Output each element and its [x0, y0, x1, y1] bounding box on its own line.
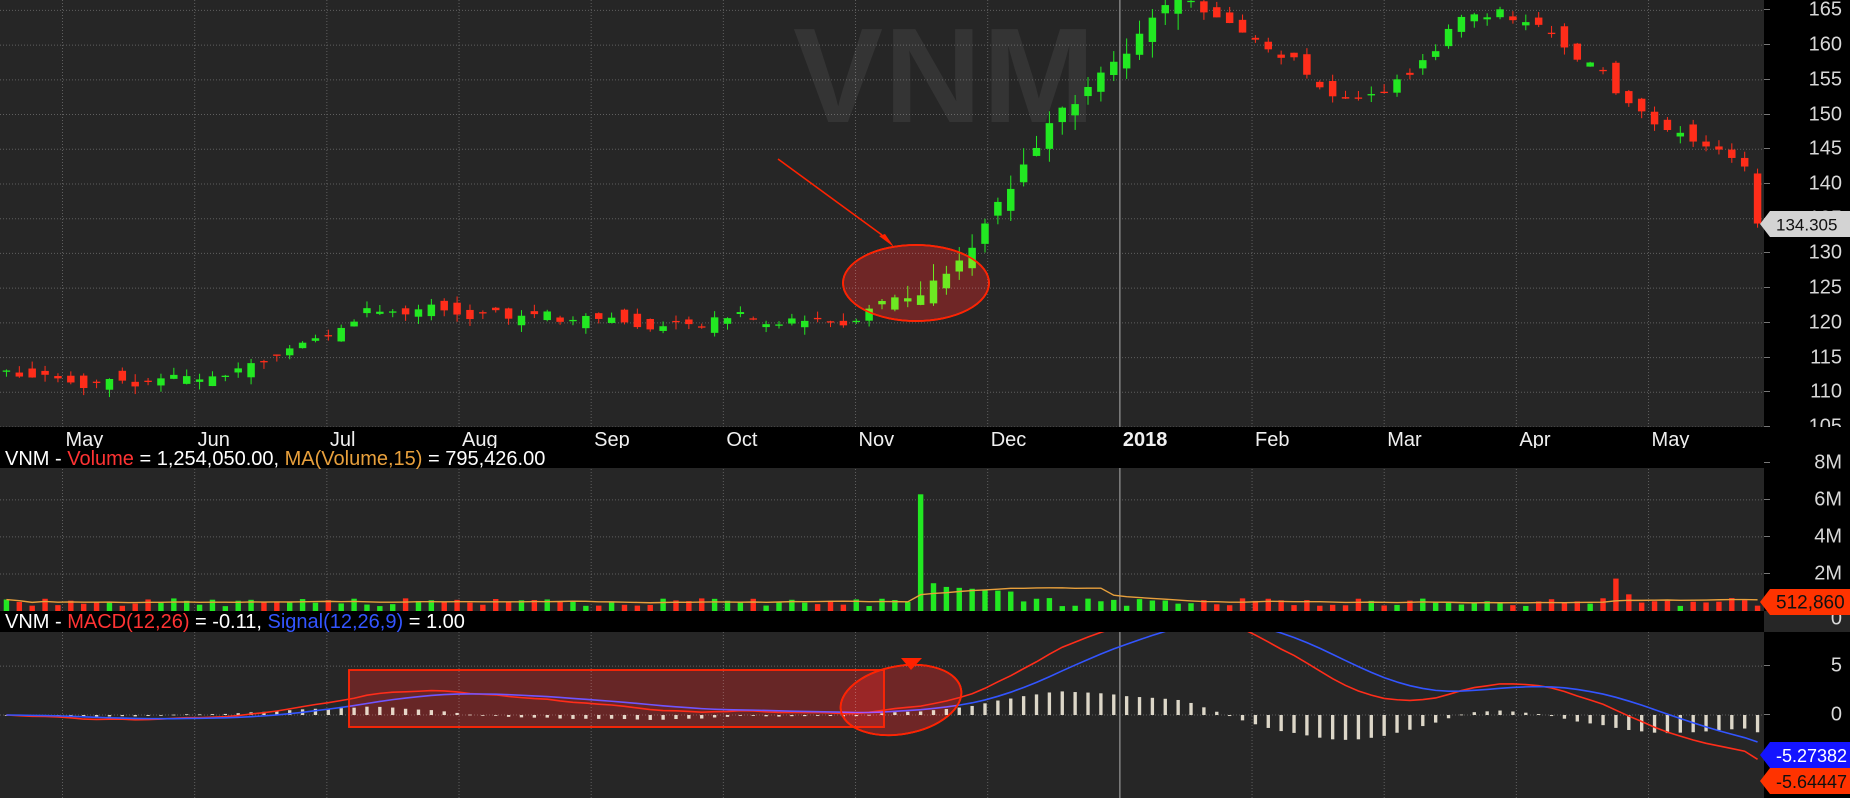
svg-text:512,860: 512,860 — [1776, 592, 1845, 613]
svg-text:-5.64447: -5.64447 — [1776, 772, 1847, 792]
svg-text:-5.27382: -5.27382 — [1776, 746, 1847, 766]
svg-text:134.305: 134.305 — [1776, 215, 1837, 234]
